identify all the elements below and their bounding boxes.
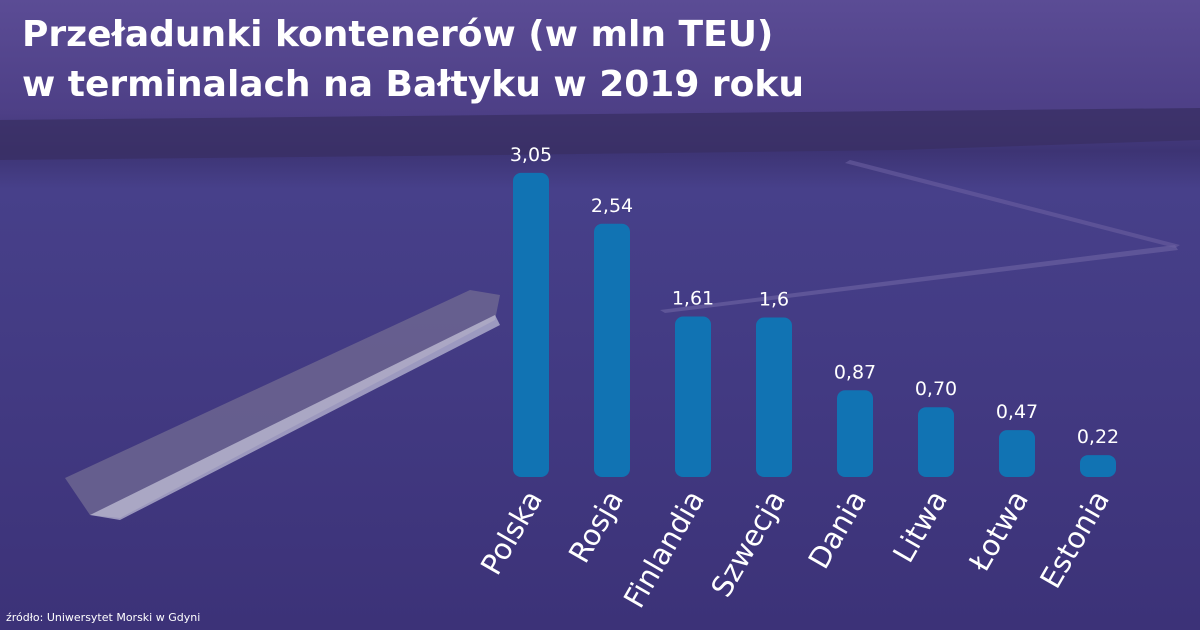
value-label: 0,70 (915, 378, 957, 400)
ship-hull (90, 315, 500, 520)
ship (65, 290, 500, 518)
bar (513, 172, 549, 478)
value-label: 0,87 (834, 361, 876, 383)
value-label: 0,22 (1077, 426, 1119, 448)
bar (918, 407, 954, 477)
bar (837, 390, 873, 477)
value-label: 2,54 (591, 195, 633, 217)
chart-title: w terminalach na Bałtyku w 2019 roku (22, 64, 804, 105)
breakwater (660, 245, 1178, 313)
bar (999, 430, 1035, 477)
breakwater (845, 160, 1180, 248)
shoreline (0, 108, 1200, 160)
bar (594, 223, 630, 477)
chart-title: Przeładunki kontenerów (w mln TEU) (22, 14, 773, 55)
value-label: 1,61 (672, 287, 714, 309)
source: źródło: Uniwersytet Morski w Gdyni (6, 611, 200, 624)
value-label: 0,47 (996, 401, 1038, 423)
bar (675, 316, 711, 477)
bar (756, 317, 792, 477)
value-label: 3,05 (510, 144, 552, 166)
bar (1080, 455, 1116, 477)
value-label: 1,6 (759, 288, 789, 310)
